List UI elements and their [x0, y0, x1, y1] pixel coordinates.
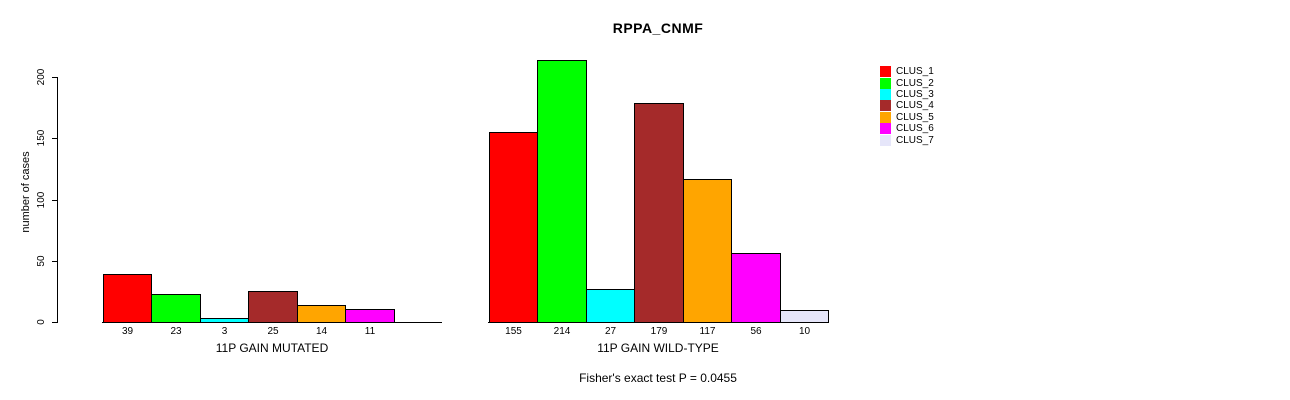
bar [489, 132, 538, 323]
y-tick-mark [52, 138, 57, 139]
legend-item: CLUS_7 [880, 134, 934, 146]
y-tick-label: 200 [36, 68, 47, 86]
bar-value-label: 56 [750, 326, 762, 337]
legend-item: CLUS_6 [880, 123, 934, 135]
legend-item: CLUS_2 [880, 77, 934, 89]
bar [780, 310, 829, 323]
y-tick-label: 0 [36, 319, 47, 325]
y-tick-mark [52, 200, 57, 201]
legend-item: CLUS_3 [880, 88, 934, 100]
legend-label: CLUS_2 [896, 77, 934, 89]
legend-swatch [880, 100, 891, 112]
fisher-test-annotation: Fisher's exact test P = 0.0455 [579, 371, 737, 385]
legend-label: CLUS_7 [896, 134, 934, 146]
bar [345, 309, 395, 323]
y-axis-line [57, 77, 58, 323]
bar [297, 305, 346, 323]
y-tick-label: 100 [36, 191, 47, 209]
legend-item: CLUS_5 [880, 111, 934, 123]
legend-item: CLUS_4 [880, 100, 934, 112]
y-axis-label: number of cases [20, 151, 32, 233]
y-tick-mark [52, 77, 57, 78]
bar [537, 60, 587, 323]
bar-value-label: 179 [650, 326, 668, 337]
bar [586, 289, 635, 323]
bar [151, 294, 201, 323]
bar-value-label: 214 [553, 326, 571, 337]
y-tick-label: 150 [36, 129, 47, 147]
legend-swatch [880, 123, 891, 135]
chart-title: RPPA_CNMF [612, 20, 704, 36]
legend-swatch [880, 88, 891, 100]
bar-value-label: 39 [121, 326, 134, 337]
bar [103, 274, 152, 323]
legend: CLUS_1 CLUS_2 CLUS_3 CLUS_4 CLUS_5 CLUS_6 CLUS… [880, 66, 934, 146]
legend-swatch [880, 77, 891, 89]
bar-value-label: 14 [315, 326, 328, 337]
bar-value-label: 155 [505, 326, 522, 337]
legend-label: CLUS_6 [896, 123, 934, 135]
bar-value-label: 27 [604, 326, 617, 337]
y-tick-label: 50 [36, 255, 47, 267]
y-tick-mark [52, 322, 57, 323]
legend-label: CLUS_4 [896, 100, 934, 112]
y-tick-mark [52, 261, 57, 262]
legend-label: CLUS_3 [896, 88, 934, 100]
bar-value-label: 25 [267, 326, 279, 337]
bar-value-label: 3 [221, 326, 228, 337]
bar [731, 253, 781, 323]
legend-swatch [880, 66, 891, 78]
bar-value-label: 23 [170, 326, 182, 337]
bar-value-label: 117 [699, 326, 716, 337]
bar [200, 318, 249, 323]
bar-value-label: 10 [798, 326, 811, 337]
legend-label: CLUS_1 [896, 66, 934, 78]
x-axis-label-wildtype: 11P GAIN WILD-TYPE [597, 341, 719, 355]
bar [683, 179, 732, 323]
legend-swatch [880, 111, 891, 123]
bar [248, 291, 298, 323]
legend-swatch [880, 134, 891, 146]
legend-label: CLUS_5 [896, 111, 934, 123]
legend-item: CLUS_1 [880, 66, 934, 78]
bar-value-label: 11 [364, 326, 376, 337]
bar [634, 103, 684, 323]
x-axis-label-mutated: 11P GAIN MUTATED [215, 341, 329, 355]
